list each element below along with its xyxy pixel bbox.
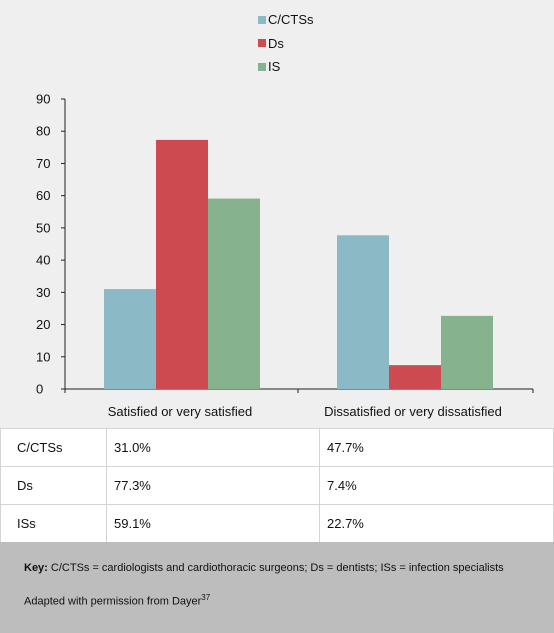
table-cell: 77.3% [106,466,320,505]
y-tick-label: 70 [36,156,50,171]
chart-area: 0 10 20 30 40 50 60 70 80 90 C/CTSs Ds IS Satisfi… [36,8,534,419]
row-label: C/CTSs [0,428,107,467]
key-note: Key: C/CTSs = cardiologists and cardioth… [24,562,538,575]
table-cell: 47.7% [319,428,554,467]
y-tick-label: 40 [36,253,50,268]
category-label-dissatisfied: Dissatisfied or very dissatisfied [324,404,502,419]
category-label-satisfied: Satisfied or very satisfied [107,404,253,419]
credit-ref: 37 [201,593,211,602]
table-cell: 31.0% [106,428,320,467]
credit-note: Adapted with permission from Dayer37 [24,591,538,609]
legend-item-ds: Ds [258,32,314,56]
y-tick-label: 80 [36,124,50,139]
bar-ds-1 [389,365,441,389]
key-text: C/CTSs = cardiologists and cardiothoraci… [47,562,504,574]
y-tick-label: 30 [36,285,50,300]
y-tick-label: 0 [36,382,43,397]
table-row: ISs 59.1% 22.7% [0,504,554,543]
bar-cctss-1 [337,235,389,389]
bar-cctss-0 [104,289,156,389]
data-table: C/CTSs 31.0% 47.7% Ds 77.3% 7.4% ISs 59.… [0,428,554,543]
legend-label-ccts: C/CTSs [268,12,314,27]
legend: C/CTSs Ds IS [258,8,314,79]
row-label: ISs [0,504,107,543]
table-row: Ds 77.3% 7.4% [0,466,554,505]
legend-item-is: IS [258,55,314,79]
y-tick-label: 50 [36,220,50,235]
table-cell: 7.4% [319,466,554,505]
y-tick-label: 10 [36,349,50,364]
row-label: Ds [0,466,107,505]
bar-ds-0 [156,139,208,389]
y-tick-label: 90 [36,92,50,107]
y-tick-label: 60 [36,188,50,203]
legend-swatch-ccts [258,15,266,24]
credit-text: Adapted with permission from Dayer [24,595,202,608]
table-cell: 59.1% [106,504,320,543]
legend-swatch-ds [258,39,266,48]
table-row: C/CTSs 31.0% 47.7% [0,428,554,467]
bar-is-0 [208,198,260,389]
footer-note: Key: C/CTSs = cardiologists and cardioth… [0,542,554,633]
table-cell: 22.7% [319,504,554,543]
bar-chart: 0 10 20 30 40 50 60 70 80 90 [36,92,534,397]
legend-label-is: IS [268,59,281,74]
key-label: Key: [24,562,48,574]
bar-is-1 [441,315,493,389]
legend-item-ccts: C/CTSs [258,8,314,32]
legend-swatch-is [258,62,266,71]
y-tick-label: 20 [36,317,50,332]
legend-label-ds: Ds [268,35,284,51]
